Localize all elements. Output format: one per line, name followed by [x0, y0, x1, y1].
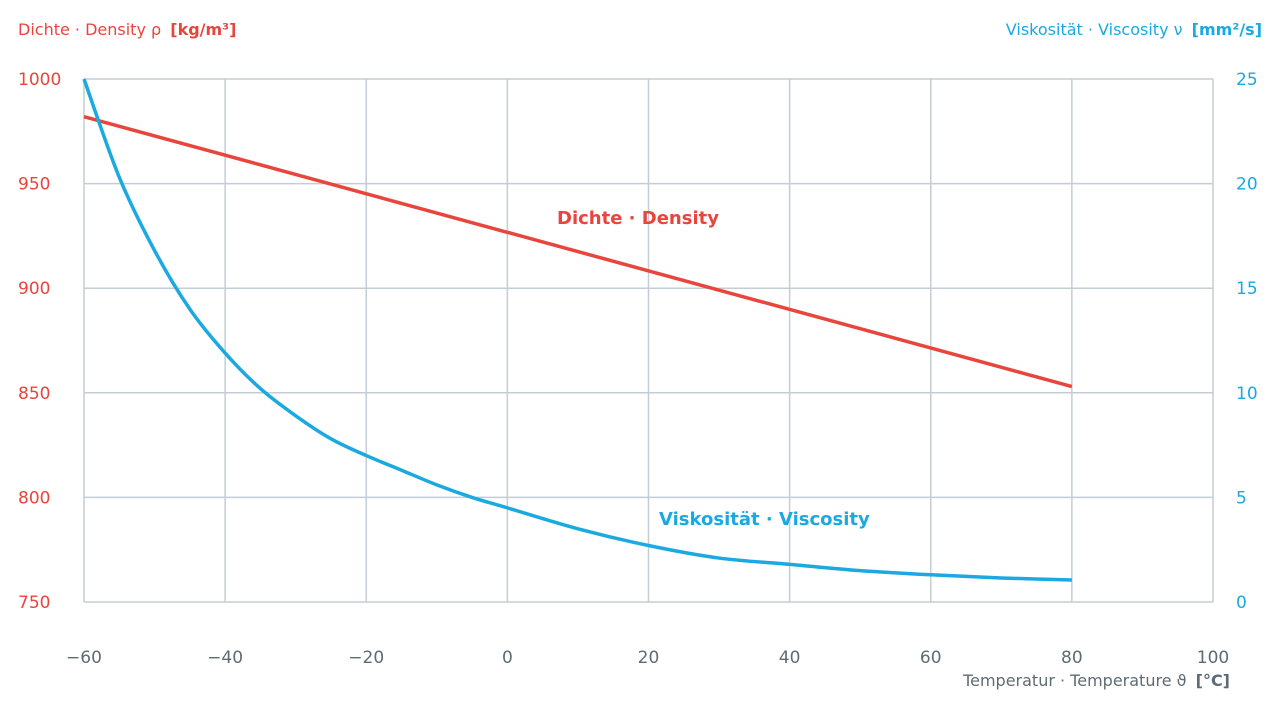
- y-right-tick-label: 15: [1236, 279, 1258, 299]
- density-series-line: [83, 114, 1073, 389]
- x-tick-label: −60: [66, 648, 102, 668]
- y-left-tick-label: 750: [18, 593, 50, 613]
- x-tick-label: 20: [638, 648, 660, 668]
- grid: [83, 78, 1214, 603]
- x-tick-label: −40: [207, 648, 243, 668]
- y-left-tick-label: 1000: [18, 70, 61, 90]
- x-tick-label: 0: [502, 648, 513, 668]
- y-right-tick-label: 5: [1236, 488, 1247, 508]
- y-right-tick-label: 25: [1236, 70, 1258, 90]
- x-tick-label: −20: [348, 648, 384, 668]
- x-tick-label: 60: [920, 648, 942, 668]
- viscosity-series-line: [82, 78, 1072, 582]
- y-right-axis-title: Viskosität · Viscosity ν [mm²/s]: [1006, 20, 1262, 39]
- viscosity-series-label: Viskosität · Viscosity: [659, 509, 870, 530]
- x-tick-label: 100: [1197, 648, 1229, 668]
- x-ticks: −60 −40 −20 0 20 40 60 80 100: [66, 648, 1229, 668]
- y-left-tick-label: 850: [18, 384, 50, 404]
- series: [82, 78, 1073, 582]
- x-tick-label: 80: [1061, 648, 1083, 668]
- x-axis-title: Temperatur · Temperature ϑ [°C]: [962, 671, 1230, 690]
- density-series-label: Dichte · Density: [557, 208, 719, 229]
- x-tick-label: 40: [779, 648, 801, 668]
- y-left-tick-label: 950: [18, 175, 50, 195]
- y-left-ticks: 1000 950 900 850 800 750: [18, 70, 61, 613]
- y-right-tick-label: 10: [1236, 384, 1258, 404]
- y-left-tick-label: 900: [18, 279, 50, 299]
- y-right-tick-label: 20: [1236, 175, 1258, 195]
- y-left-tick-label: 800: [18, 488, 50, 508]
- y-right-tick-label: 0: [1236, 593, 1247, 613]
- y-left-axis-title: Dichte · Density ρ [kg/m³]: [18, 20, 237, 39]
- y-right-ticks: 25 20 15 10 5 0: [1236, 70, 1258, 613]
